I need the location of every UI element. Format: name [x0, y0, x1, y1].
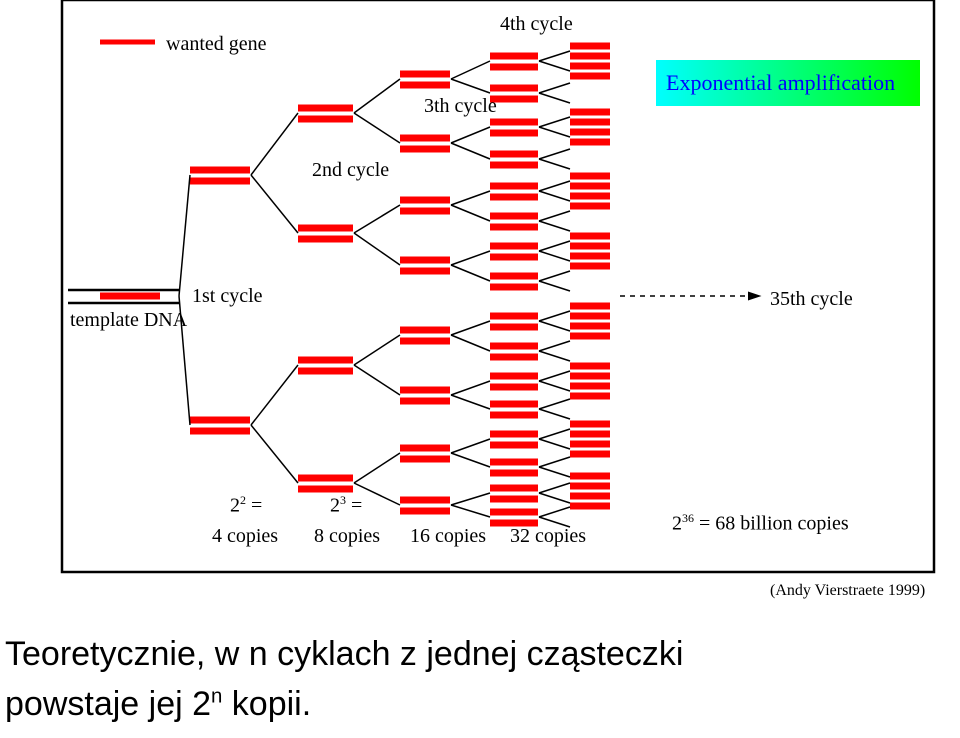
- template-label: template DNA: [70, 309, 187, 332]
- cycle-label-4: 4th cycle: [500, 13, 573, 36]
- cycle-label-5: 35th cycle: [770, 288, 853, 311]
- cycle-label-1: 1st cycle: [192, 285, 263, 308]
- cycle-label-3: 3th cycle: [424, 95, 497, 118]
- copies-exp-4: 236 = 68 billion copies: [672, 511, 849, 536]
- diagram-canvas: wanted gene Exponential amplification temp…: [0, 0, 960, 738]
- copies-text-3: 32 copies: [510, 525, 586, 548]
- callout-text: Exponential amplification: [666, 70, 895, 96]
- copies-text-1: 8 copies: [314, 525, 380, 548]
- legend-label: wanted gene: [166, 33, 267, 56]
- copies-text-2: 16 copies: [410, 525, 486, 548]
- credit: (Andy Vierstraete 1999): [770, 582, 925, 600]
- copies-exp-0: 22 =: [230, 493, 262, 518]
- copies-exp-1: 23 =: [330, 493, 362, 518]
- caption-line1: Teoretycznie, w n cyklach z jednej cząst…: [5, 635, 683, 674]
- copies-text-0: 4 copies: [212, 525, 278, 548]
- caption-line2: powstaje jej 2n kopii.: [5, 685, 311, 724]
- cycle-label-2: 2nd cycle: [312, 159, 389, 182]
